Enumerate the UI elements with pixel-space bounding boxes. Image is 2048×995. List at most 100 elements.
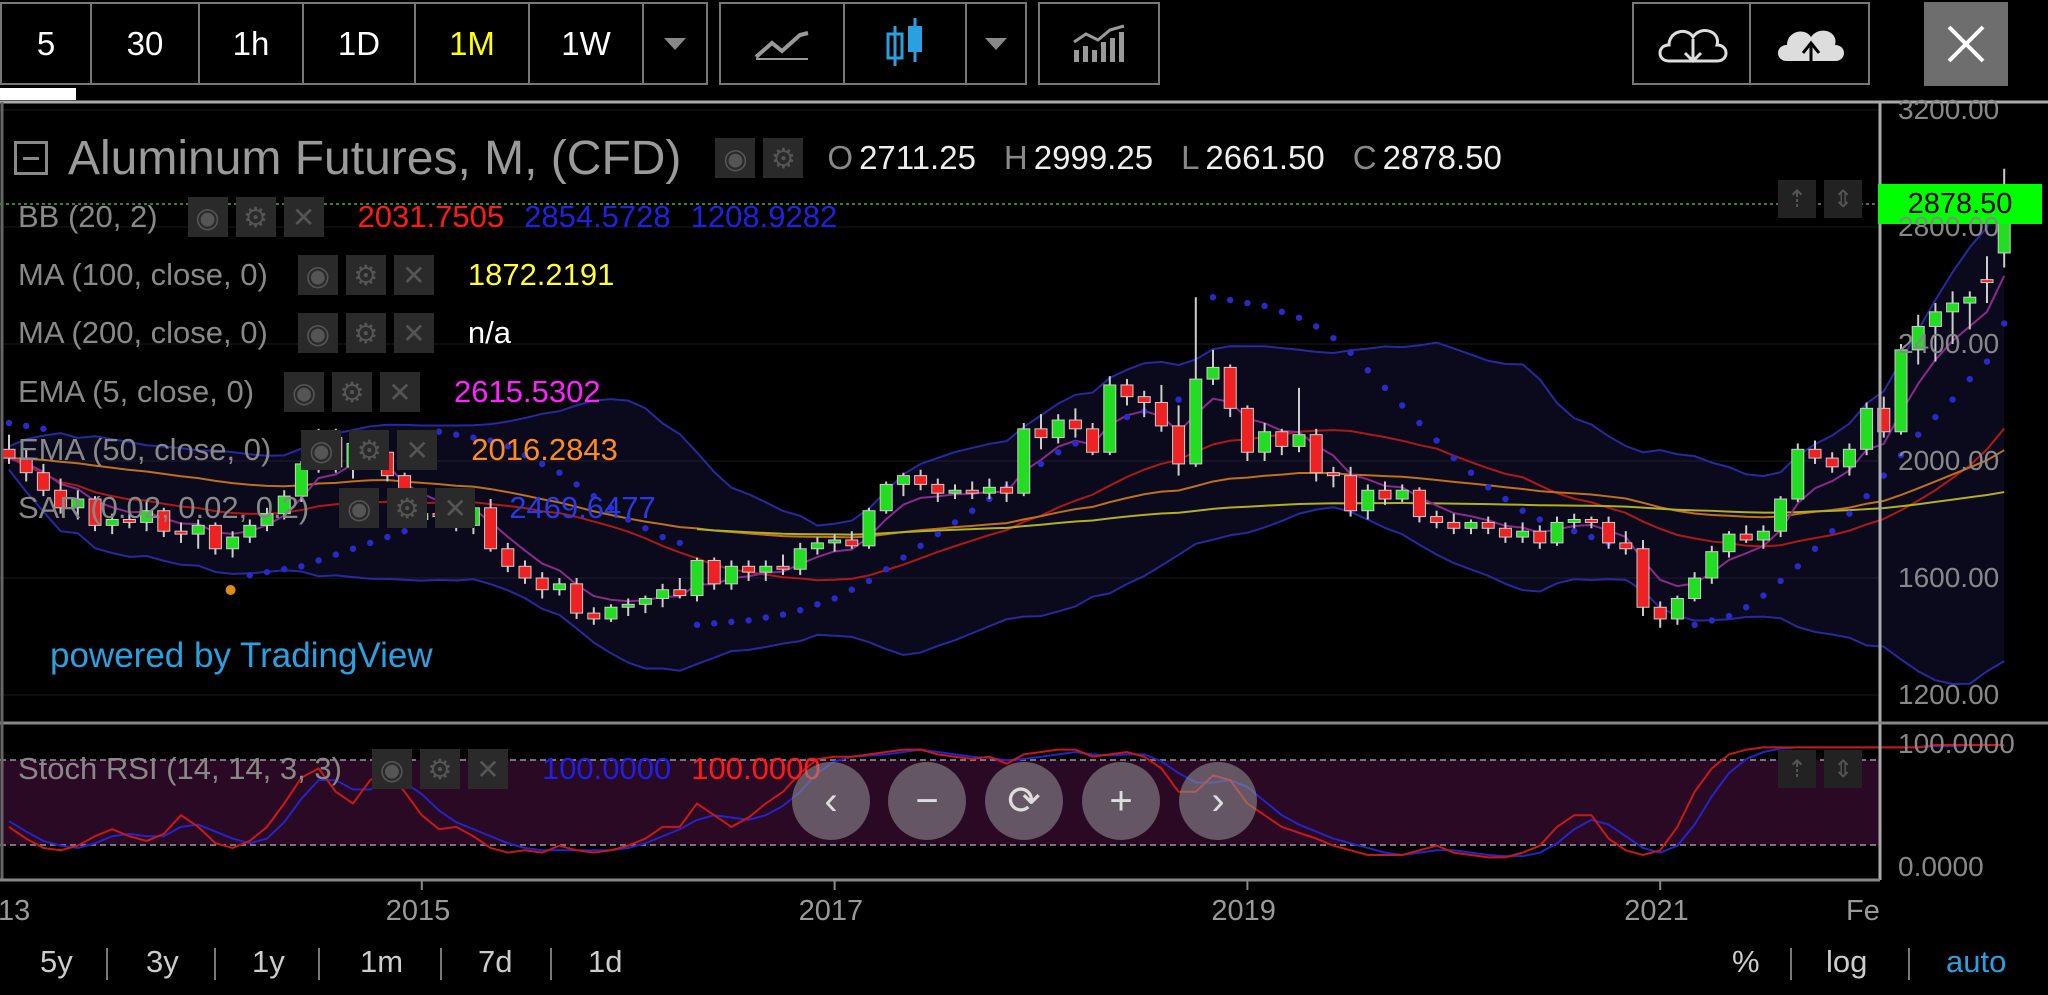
indicators-button[interactable] (1040, 4, 1158, 83)
oscillator-value: 100.0000 (541, 751, 672, 786)
candle (1309, 428, 1323, 482)
close-button[interactable] (1924, 2, 2008, 86)
candle (1051, 414, 1065, 444)
close-icon[interactable]: ✕ (283, 197, 324, 237)
candle (226, 531, 240, 558)
range-1m[interactable]: 1m (360, 944, 404, 979)
candle-body (776, 565, 790, 570)
sar-dot (1072, 440, 1079, 447)
sar-dot (917, 542, 924, 550)
eye-icon[interactable]: ◉ (297, 313, 338, 353)
eye-icon[interactable]: ◉ (301, 430, 342, 470)
reset-button[interactable]: ⟳ (985, 762, 1063, 840)
candle (793, 542, 807, 576)
collapse-icon[interactable] (14, 141, 48, 175)
toggle-log[interactable]: log (1826, 944, 1868, 979)
indicator-row[interactable]: EMA (50, close, 0) ◉ ⚙ ✕ 2016.2843 (18, 425, 638, 475)
close-icon[interactable]: ✕ (393, 313, 434, 353)
candle-body (1258, 431, 1272, 453)
indicator-value: n/a (467, 315, 511, 350)
interval-1m[interactable]: 1M (416, 4, 530, 83)
eye-icon[interactable]: ◉ (371, 749, 412, 789)
scale-both-icon[interactable]: ⇕ (1824, 180, 1862, 218)
candle-body (208, 524, 222, 550)
interval-5[interactable]: 5 (2, 4, 92, 83)
zoom-in-button[interactable]: + (1082, 762, 1160, 840)
chart-type-dropdown[interactable] (967, 4, 1025, 83)
gear-icon[interactable]: ⚙ (387, 488, 428, 528)
indicator-row[interactable]: EMA (5, close, 0) ◉ ⚙ ✕ 2615.5302 (18, 367, 621, 417)
eye-icon[interactable]: ◉ (297, 255, 338, 295)
candle-body (1722, 533, 1736, 553)
line-chart-button[interactable] (721, 4, 845, 83)
gear-icon[interactable]: ⚙ (332, 372, 373, 412)
interval-1w[interactable]: 1W (530, 4, 644, 83)
close-icon[interactable]: ✕ (380, 372, 421, 412)
candle (570, 578, 584, 619)
range-3y[interactable]: 3y (146, 944, 179, 979)
close-icon[interactable]: ✕ (397, 430, 438, 470)
sar-dot (676, 539, 683, 547)
interval-1h[interactable]: 1h (200, 4, 304, 83)
scroll-right-button[interactable]: › (1179, 762, 1257, 840)
candle (1326, 466, 1340, 488)
gear-icon[interactable]: ⚙ (349, 430, 390, 470)
sar-dot (642, 525, 649, 532)
candle (19, 449, 33, 482)
interval-1d[interactable]: 1D (304, 4, 416, 83)
zoom-out-button[interactable]: − (888, 762, 966, 840)
osc-scale-both-icon[interactable]: ⇕ (1824, 750, 1862, 788)
cloud-upload-button[interactable] (1751, 4, 1868, 83)
scale-up-icon[interactable]: ⇡ (1778, 180, 1816, 218)
close-icon[interactable]: ✕ (393, 255, 434, 295)
interval-30[interactable]: 30 (92, 4, 200, 83)
gear-icon[interactable]: ⚙ (235, 197, 276, 237)
candlestick-button[interactable] (845, 4, 967, 83)
indicator-row[interactable]: MA (100, close, 0) ◉ ⚙ ✕ 1872.2191 (18, 250, 634, 300)
sar-dot (883, 566, 890, 573)
candle-body (1292, 434, 1306, 447)
toggle-percent[interactable]: % (1732, 944, 1760, 979)
interval-dropdown[interactable] (644, 4, 706, 83)
osc-scale-up-icon[interactable]: ⇡ (1778, 750, 1816, 788)
toggle-auto[interactable]: auto (1946, 944, 2007, 979)
eye-icon[interactable]: ◉ (339, 488, 380, 528)
range-1y[interactable]: 1y (252, 944, 285, 979)
eye-icon[interactable]: ◉ (715, 138, 756, 178)
eye-icon[interactable]: ◉ (187, 197, 228, 237)
gear-icon[interactable]: ⚙ (763, 138, 804, 178)
candle (122, 510, 136, 529)
candle-body (1309, 434, 1323, 474)
indicator-row[interactable]: SAR (0.02, 0.02, 0.2) ◉ ⚙ ✕ 2469.6477 (18, 483, 676, 533)
sar-dot (1691, 621, 1698, 628)
gear-icon[interactable]: ⚙ (345, 313, 386, 353)
close-icon[interactable]: ✕ (467, 749, 508, 789)
range-5y[interactable]: 5y (40, 944, 73, 979)
indicator-row[interactable]: MA (200, close, 0) ◉ ⚙ ✕ n/a (18, 308, 531, 358)
candle (656, 583, 670, 608)
candle-body (621, 603, 635, 608)
range-7d[interactable]: 7d (478, 944, 513, 979)
range-1d[interactable]: 1d (588, 944, 623, 979)
scroll-left-button[interactable]: ‹ (792, 762, 870, 840)
candle-body (656, 589, 670, 599)
candle (1206, 349, 1220, 385)
tradingview-watermark[interactable]: powered by TradingView (50, 636, 433, 675)
eye-icon[interactable]: ◉ (284, 372, 325, 412)
separator (214, 948, 216, 980)
cloud-download-button[interactable] (1634, 4, 1751, 83)
x-tick-label: 2019 (1211, 895, 1276, 927)
candle-body (1602, 521, 1616, 544)
candle (1774, 496, 1788, 538)
indicator-row[interactable]: BB (20, 2) ◉ ⚙ ✕ 2031.7505 2854.5728 1208.9282 (18, 192, 857, 242)
gear-icon[interactable]: ⚙ (345, 255, 386, 295)
candle-body (1705, 551, 1719, 579)
close-icon[interactable]: ✕ (435, 488, 476, 528)
scroll-marker[interactable] (0, 88, 76, 100)
candle (1412, 487, 1426, 523)
sar-dot (745, 617, 752, 624)
oscillator-row[interactable]: Stoch RSI (14, 14, 3, 3) ◉ ⚙ ✕ 100.0000 100.0… (18, 744, 841, 794)
candle-body (1498, 527, 1512, 538)
candle-body (1791, 448, 1805, 500)
gear-icon[interactable]: ⚙ (419, 749, 460, 789)
